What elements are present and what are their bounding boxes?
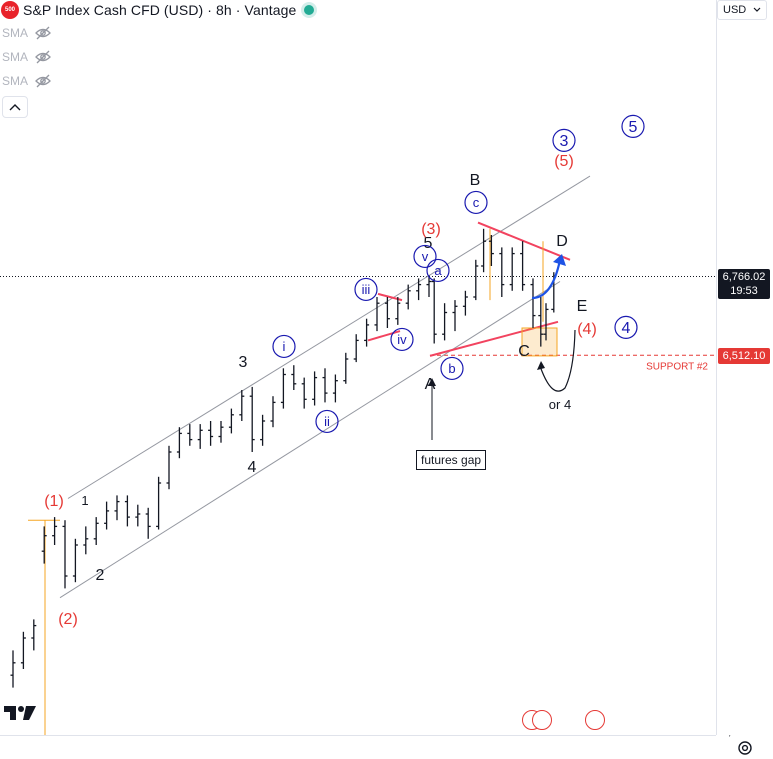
- wave-label: iii: [362, 282, 371, 297]
- triangle-upper-line[interactable]: [477, 221, 571, 261]
- wave-label: 4: [622, 320, 631, 337]
- price-scale[interactable]: [716, 0, 773, 735]
- currency-label: USD: [723, 4, 747, 16]
- wave-label: E: [577, 298, 588, 315]
- wave-label: (3): [421, 221, 441, 238]
- hidden-eye-icon[interactable]: [34, 26, 52, 40]
- currency-selector[interactable]: USD: [717, 0, 767, 20]
- wave-label: (5): [554, 153, 574, 170]
- wave-label: 4: [248, 459, 257, 476]
- support-label: SUPPORT #2: [646, 361, 708, 372]
- wave-label: B: [470, 172, 481, 189]
- wave-label-circle: [464, 190, 488, 215]
- wave-label-circle: [552, 128, 576, 152]
- wave-label: 1: [81, 493, 88, 508]
- wave-label: C: [518, 343, 530, 360]
- wave-label-circle: [390, 327, 414, 352]
- hidden-eye-icon[interactable]: [34, 74, 52, 88]
- wave-label-circle: [426, 258, 450, 283]
- wave-label-circle: [413, 244, 437, 269]
- indicator-row[interactable]: SMA: [2, 48, 52, 66]
- wave-label: 3: [560, 133, 569, 150]
- indicator-label: SMA: [2, 50, 29, 64]
- wave-label: iv: [397, 332, 407, 347]
- wave-label: 3: [239, 354, 248, 371]
- channel-upper-line[interactable]: [67, 175, 591, 499]
- target-zone-box[interactable]: [521, 327, 558, 357]
- wave-label: (4): [577, 321, 597, 338]
- symbol-badge-icon: 500: [1, 1, 19, 19]
- arrow-head-icon: [537, 361, 545, 370]
- wave-label: v: [422, 249, 429, 264]
- forecast-path-arrow[interactable]: [531, 259, 562, 300]
- wave-label: 5: [424, 235, 433, 252]
- indicator-label: SMA: [2, 26, 29, 40]
- wave-label: i: [283, 339, 286, 354]
- indicator-label: SMA: [2, 74, 29, 88]
- gear-icon[interactable]: [735, 738, 755, 758]
- wave-label: or 4: [549, 397, 571, 412]
- alt-forecast-arrow[interactable]: [539, 329, 576, 392]
- hidden-eye-icon[interactable]: [34, 50, 52, 64]
- arrow-head-icon: [553, 254, 566, 266]
- futures-gap-note[interactable]: futures gap: [416, 450, 487, 470]
- wave-label-circle: [272, 334, 296, 359]
- chart-legend-title: 500 S&P Index Cash CFD (USD) · 8h · Vant…: [0, 0, 315, 20]
- chart-title[interactable]: S&P Index Cash CFD (USD) · 8h · Vantage: [23, 2, 297, 18]
- chevron-down-icon: [753, 7, 761, 12]
- last-price-tag: 6,766.02 19:53: [718, 269, 770, 299]
- wave-label: 2: [96, 567, 105, 584]
- support-price-tag: 6,512.10: [718, 348, 770, 364]
- wave-label: 5: [629, 119, 638, 136]
- wave-label: (1): [44, 493, 64, 510]
- indicator-row[interactable]: SMA: [2, 72, 52, 90]
- wave-label-circle: [614, 315, 638, 339]
- wave-label: A: [425, 376, 436, 393]
- collapse-legend-button[interactable]: [2, 96, 28, 118]
- wave-label: ii: [324, 414, 330, 429]
- wave-label: c: [473, 195, 480, 210]
- last-price-value: 6,766.02: [722, 271, 766, 283]
- channel-lower-line[interactable]: [59, 281, 561, 599]
- market-status-dot: [304, 5, 315, 15]
- wave-label-circle: [354, 277, 378, 302]
- tradingview-logo-icon[interactable]: [4, 704, 38, 722]
- wave-iv-line[interactable]: [367, 330, 401, 342]
- wave-label-circle: [440, 356, 464, 381]
- us-flag-event-icon[interactable]: [532, 710, 552, 730]
- wave-label: b: [448, 361, 455, 376]
- wave-label: a: [434, 263, 442, 278]
- us-flag-event-icon[interactable]: [585, 710, 605, 730]
- time-axis[interactable]: [0, 735, 716, 759]
- wave-label: D: [556, 233, 568, 250]
- wave-label: (2): [58, 611, 78, 628]
- wave-label-circle: [621, 114, 645, 139]
- triangle-lower-line[interactable]: [429, 320, 559, 357]
- arrow-head-icon: [428, 378, 436, 386]
- indicator-row[interactable]: SMA: [2, 24, 52, 42]
- chevron-up-icon: [9, 104, 21, 111]
- bar-countdown: 19:53: [730, 285, 758, 297]
- wave-label-circle: [315, 409, 339, 434]
